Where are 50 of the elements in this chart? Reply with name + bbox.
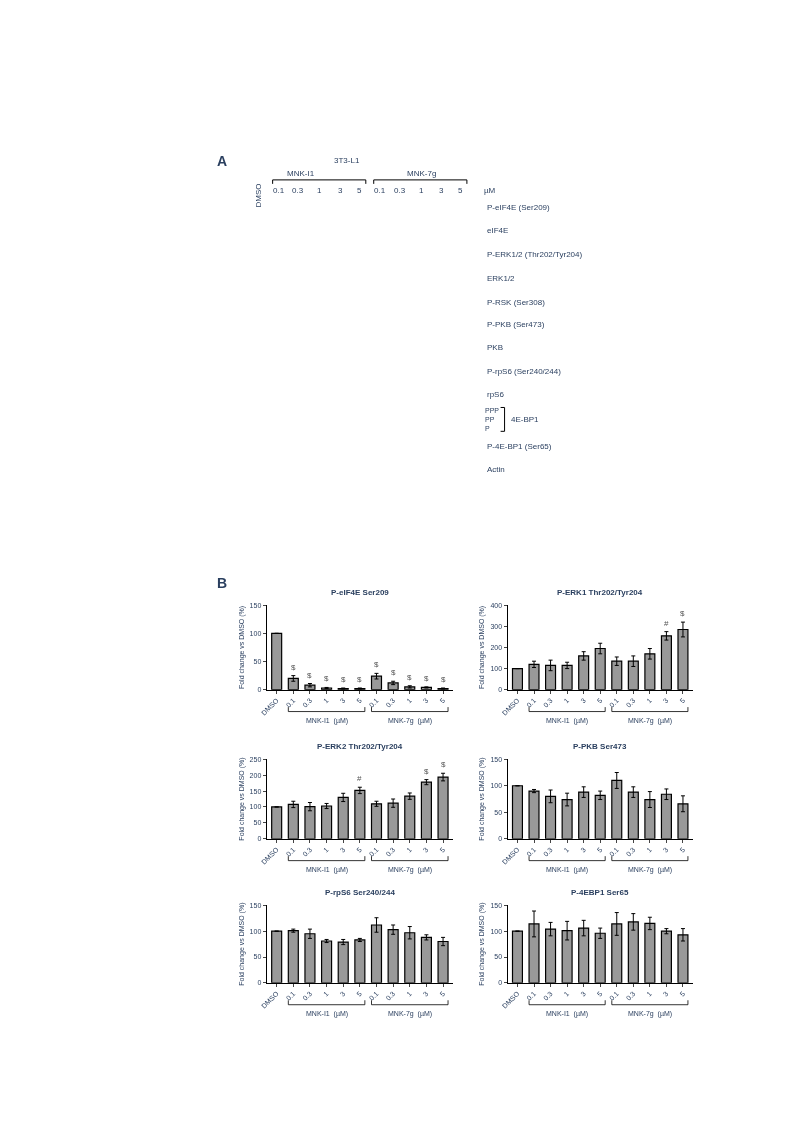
data-label: $ [407, 673, 412, 682]
text: P-4E-BP1 (Ser65) [487, 442, 552, 451]
text: 3 [338, 186, 343, 195]
text: 3T3-L1 [334, 156, 360, 165]
data-label: $ [680, 609, 685, 618]
text: P-ERK1/2 (Thr202/Tyr204) [487, 250, 583, 259]
text: B [217, 575, 228, 591]
data-label: $ [424, 674, 429, 683]
text: A [217, 153, 228, 169]
chart-title: P-ERK1 Thr202/Tyr204 [557, 588, 643, 597]
text: 1 [317, 186, 322, 195]
text: 0.3 [292, 186, 304, 195]
text: 0.3 [394, 186, 406, 195]
chart-title: P-rpS6 Ser240/244 [325, 888, 396, 897]
data-label: $ [357, 675, 362, 684]
data-label: $ [391, 668, 396, 677]
data-label: $ [324, 674, 329, 683]
text: eIF4E [487, 226, 509, 235]
text: DMSO [253, 183, 263, 208]
chart-title: P-ERK2 Thr202/Tyr204 [317, 742, 403, 751]
text: P-eIF4E (Ser209) [487, 203, 551, 212]
text: rpS6 [487, 390, 505, 399]
text: P-PKB (Ser473) [487, 320, 545, 329]
text: 5 [357, 186, 362, 195]
data-label: $ [374, 660, 379, 669]
text: 4E-BP1 [511, 415, 540, 424]
text: 0.1 [273, 186, 285, 195]
data-label: # [357, 774, 362, 783]
text: P-rpS6 (Ser240/244) [487, 367, 562, 376]
text: P-RSK (Ser308) [487, 298, 546, 307]
data-label: $ [424, 767, 429, 776]
data-label: $ [307, 671, 312, 680]
chart-title: P-eIF4E Ser209 [331, 588, 390, 597]
data-label: $ [341, 675, 346, 684]
chart-title: P-PKB Ser473 [573, 742, 627, 751]
data-label: $ [441, 675, 446, 684]
chart-title: P-4EBP1 Ser65 [571, 888, 629, 897]
text: 0.1 [374, 186, 386, 195]
data-label: $ [291, 663, 296, 672]
text: 3 [439, 186, 444, 195]
text: 5 [458, 186, 463, 195]
data-label: # [664, 619, 669, 628]
text: Actin [487, 465, 505, 474]
text: MNK-7g [407, 169, 437, 178]
data-label: $ [441, 760, 446, 769]
text: µM [484, 186, 496, 195]
text: PKB [487, 343, 504, 352]
text: MNK-I1 [287, 169, 315, 178]
text: 1 [419, 186, 424, 195]
text: ERK1/2 [487, 274, 516, 283]
